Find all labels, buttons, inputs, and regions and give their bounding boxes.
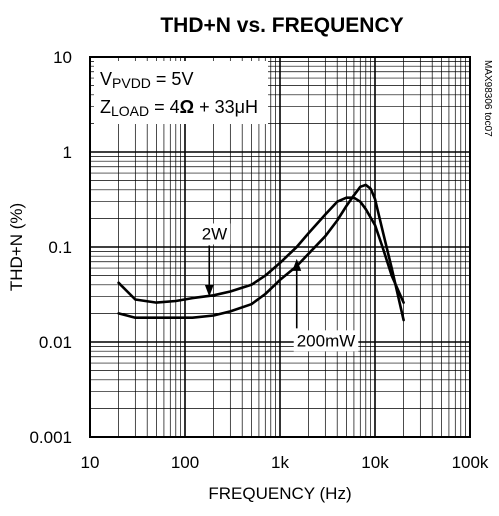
y-tick-label: 0.1 bbox=[48, 238, 72, 257]
annotation-bg-200mw bbox=[293, 330, 359, 352]
annotation-label-200mw: 200mW bbox=[297, 331, 356, 350]
x-tick-label: 100k bbox=[452, 453, 489, 472]
y-axis-label: THD+N (%) bbox=[7, 203, 26, 291]
plot-area-frame bbox=[89, 56, 471, 438]
x-axis-label: FREQUENCY (Hz) bbox=[208, 484, 351, 503]
condition-zload: ZLOAD = 4Ω + 33μH bbox=[100, 97, 258, 119]
vpvdd-sub: PVDD bbox=[112, 75, 151, 91]
x-tick-label: 100 bbox=[171, 453, 199, 472]
x-tick-labels: 10 100 1k 10k 100k bbox=[81, 453, 489, 472]
annotation-bg-2w bbox=[198, 223, 231, 245]
vpvdd-value: = 5V bbox=[151, 69, 194, 89]
y-tick-label: 0.001 bbox=[29, 428, 72, 447]
annotation-layer: 2W 200mW bbox=[198, 223, 359, 352]
series-layer bbox=[117, 183, 405, 322]
series-line-2w bbox=[117, 196, 405, 304]
annotation-arrow-head-200mw bbox=[292, 258, 302, 271]
x-tick-label: 10 bbox=[81, 453, 100, 472]
zload-sub: LOAD bbox=[111, 103, 149, 119]
chart-title: THD+N vs. FREQUENCY bbox=[160, 14, 403, 37]
zload-main: Z bbox=[100, 97, 111, 117]
zload-value-post: + 33μH bbox=[194, 97, 258, 117]
figure-code-label: MAX98306 toc07 bbox=[482, 60, 493, 137]
omega-symbol: Ω bbox=[180, 97, 194, 117]
series-line-200mw bbox=[117, 183, 405, 322]
x-tick-label: 1k bbox=[271, 453, 289, 472]
annotation-arrow-head-2w bbox=[204, 284, 214, 297]
y-tick-label: 0.01 bbox=[39, 333, 72, 352]
y-tick-label: 1 bbox=[63, 143, 72, 162]
y-tick-labels: 10 1 0.1 0.01 0.001 bbox=[29, 48, 72, 447]
x-tick-label: 10k bbox=[361, 453, 389, 472]
zload-value-pre: = 4 bbox=[149, 97, 180, 117]
y-tick-label: 10 bbox=[53, 48, 72, 67]
condition-vpvdd: VPVDD = 5V bbox=[100, 69, 193, 91]
vpvdd-main: V bbox=[100, 69, 112, 89]
annotation-label-2w: 2W bbox=[202, 224, 228, 243]
conditions-box bbox=[94, 61, 268, 124]
